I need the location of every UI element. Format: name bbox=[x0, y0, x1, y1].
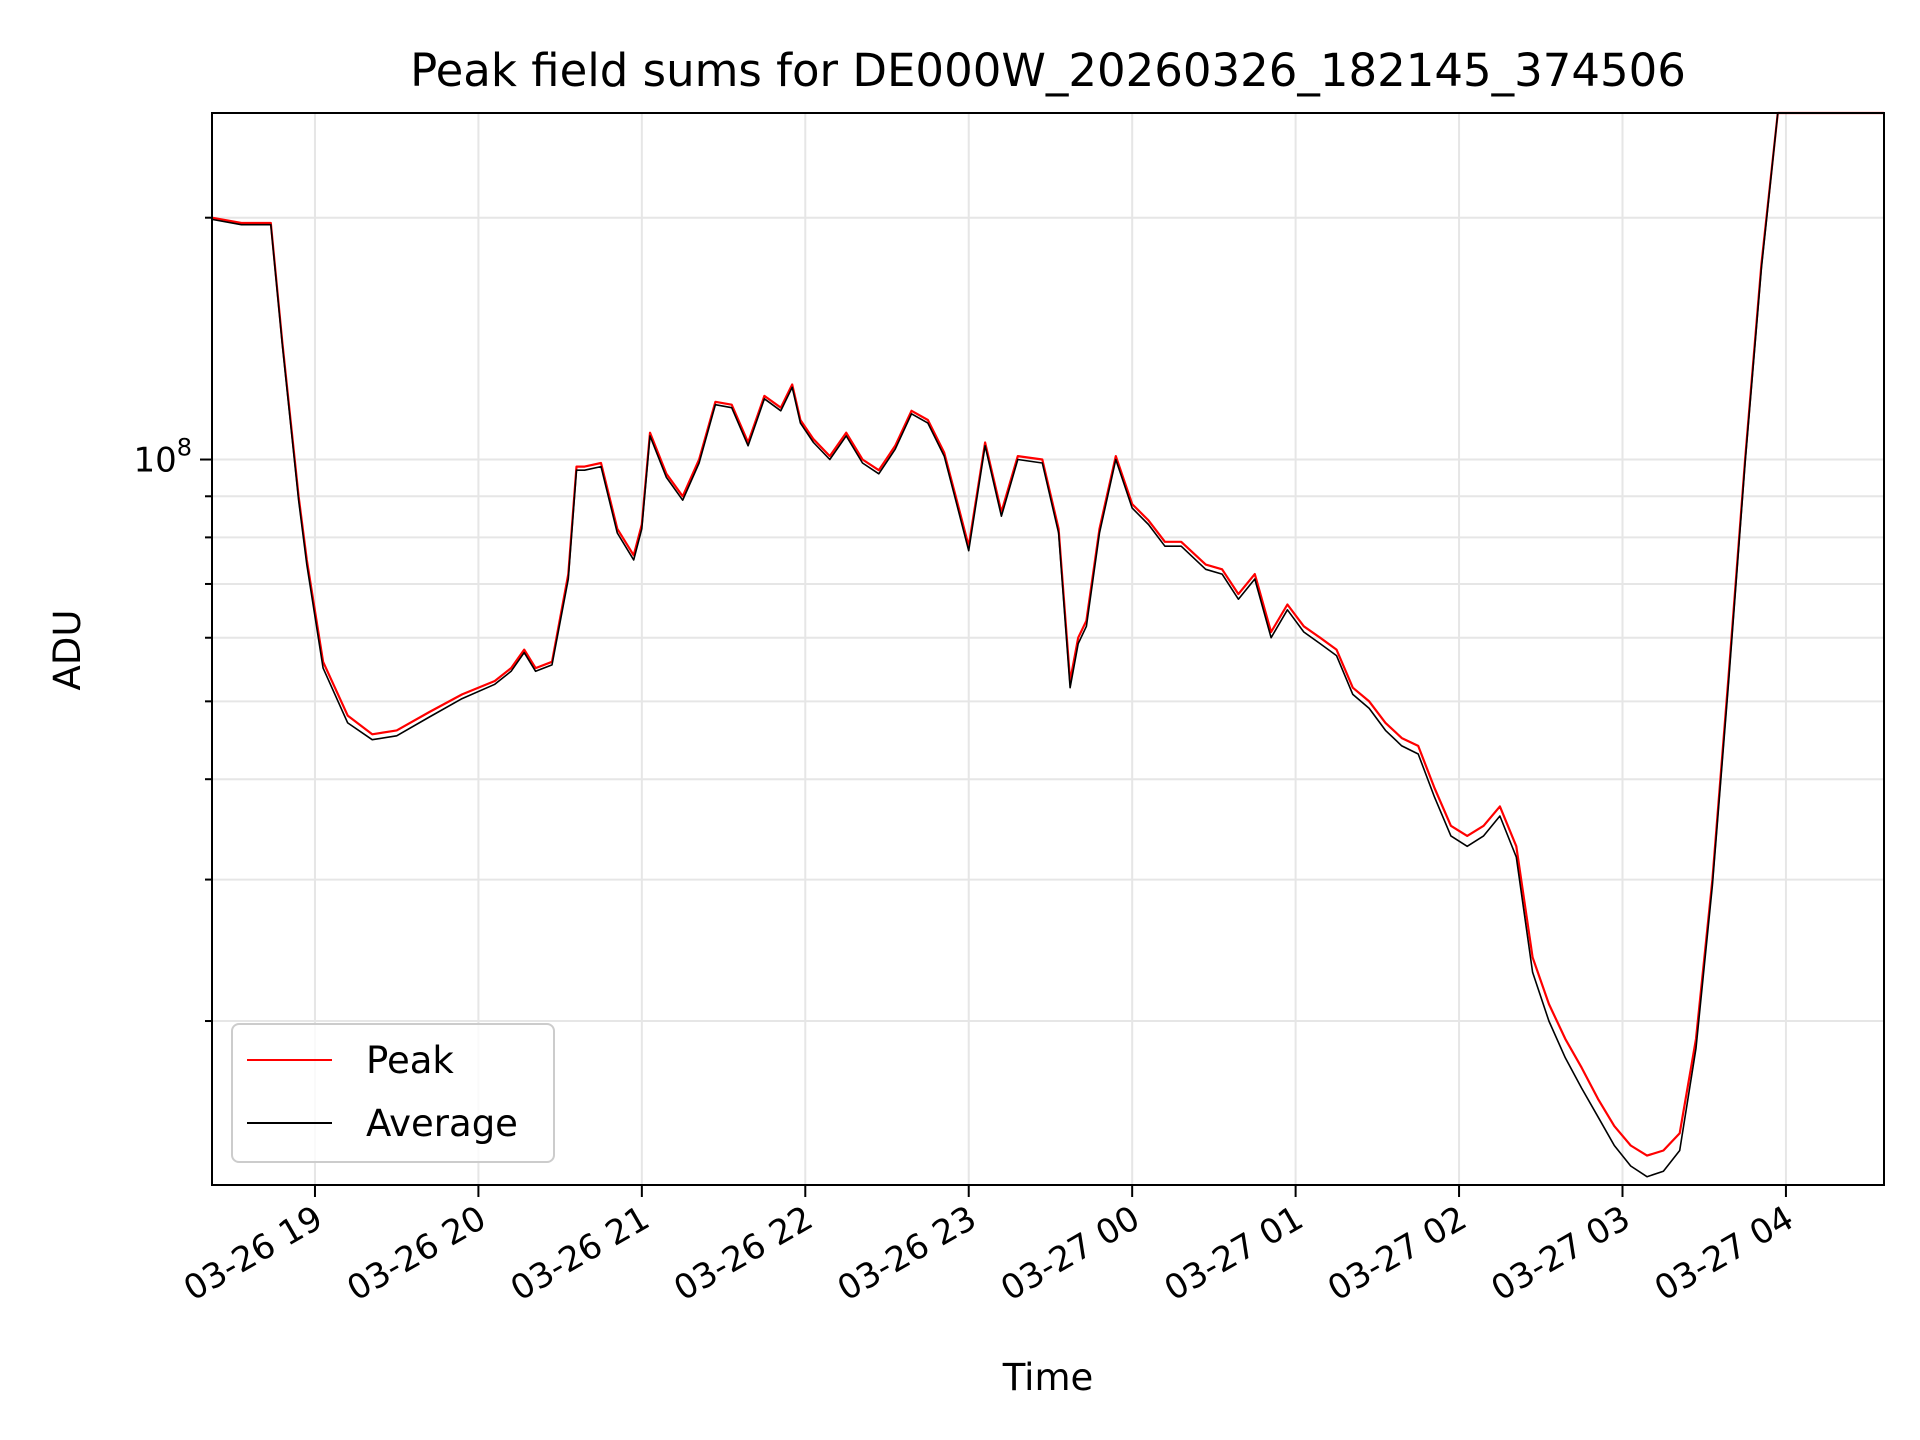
plot-frame bbox=[211, 112, 1885, 1186]
y-tick-base: 10 bbox=[133, 441, 176, 481]
legend-peak-label: Peak bbox=[366, 1039, 454, 1082]
series-layer bbox=[211, 111, 1884, 1178]
y-axis-label: ADU bbox=[46, 610, 89, 691]
legend-box bbox=[231, 1023, 555, 1163]
series-line-average bbox=[211, 112, 1884, 1178]
y-tick-exponent: 8 bbox=[177, 434, 192, 462]
legend: Peak Average bbox=[231, 1023, 555, 1163]
chart-title: Peak field sums for DE000W_20260326_1821… bbox=[410, 44, 1686, 97]
grid bbox=[212, 113, 1884, 1185]
y-axis: 108 bbox=[133, 216, 212, 1023]
legend-average-label: Average bbox=[366, 1102, 518, 1145]
x-axis-label: Time bbox=[1002, 1356, 1094, 1399]
y-tick-label: 108 bbox=[133, 434, 192, 481]
